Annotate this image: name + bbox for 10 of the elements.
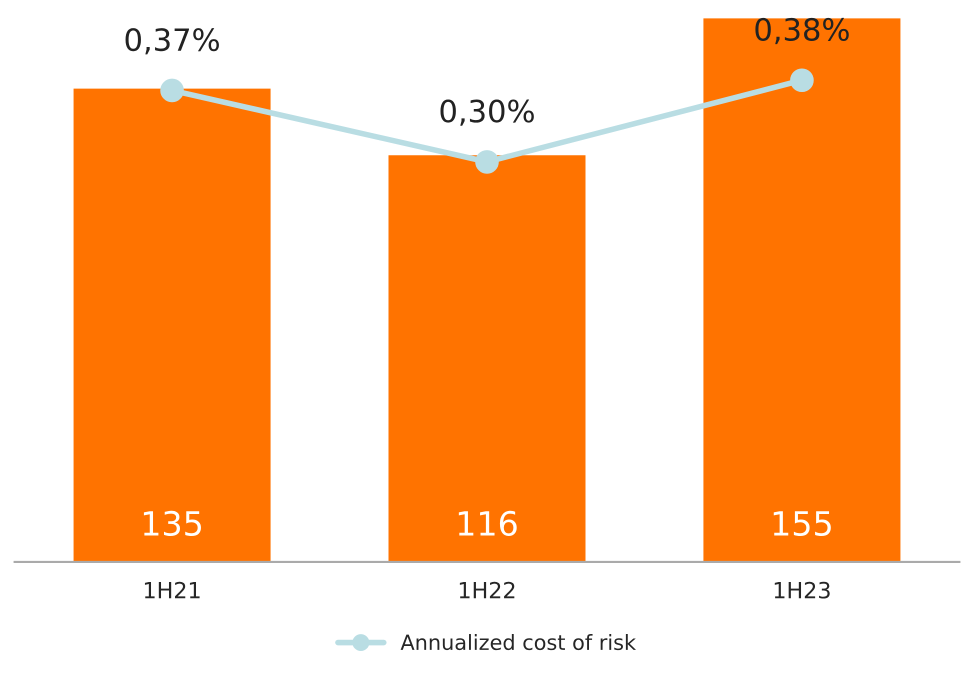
x-tick-label: 1H22: [460, 582, 514, 598]
data-label: 155: [774, 511, 831, 536]
data-label: 0,30%: [440, 100, 534, 126]
data-label: 116: [458, 510, 517, 536]
x-tick-label: 1H21: [144, 582, 200, 598]
data-label: 0,38%: [755, 18, 849, 44]
data-label: 0,37%: [126, 28, 219, 54]
data-label: 135: [144, 510, 201, 536]
legend-label: Annualized cost of risk: [400, 634, 636, 650]
x-tick-label: 1H23: [774, 582, 830, 599]
